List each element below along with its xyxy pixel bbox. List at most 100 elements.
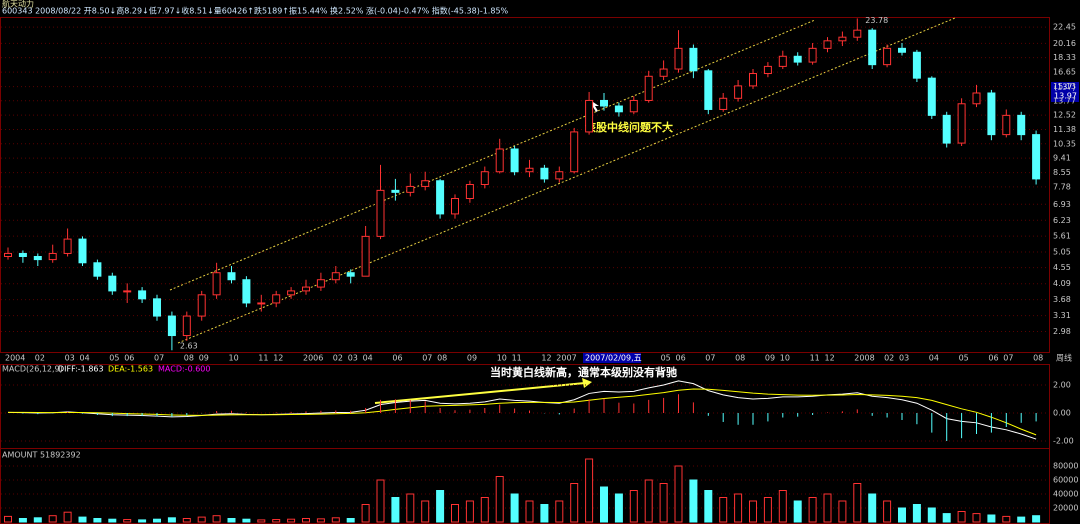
y-tick-label: 16.65 (1053, 68, 1076, 77)
y-tick-label: 15.13 (1053, 82, 1076, 91)
candle-body (33, 255, 42, 261)
candle-body (93, 262, 102, 277)
volume-bar (614, 493, 623, 523)
candle-body (823, 40, 832, 49)
volume-bar (585, 458, 594, 523)
annotation-arrow (374, 382, 586, 404)
candle-body (18, 252, 27, 257)
candle-body (898, 47, 906, 53)
volume-bar (242, 518, 251, 523)
candle-body (465, 184, 474, 199)
x-tick-label: 08 (735, 354, 745, 363)
volume-bar (123, 519, 132, 523)
candle-body (644, 75, 653, 101)
volume-bar (778, 490, 787, 523)
volume-bar (78, 516, 87, 523)
x-tick-label: 09 (765, 354, 775, 363)
cursor-date: 2007/02/09,五 (585, 354, 642, 363)
candle-body (331, 272, 340, 281)
candle-body (763, 65, 772, 75)
volume-bar (182, 518, 191, 523)
x-tick-label: 09 (199, 354, 209, 363)
volume-bar (495, 476, 504, 523)
volume-bar (987, 514, 996, 523)
x-tick-label: 03 (65, 354, 75, 363)
y-tick-label: 2.98 (1053, 327, 1071, 336)
candle-body (197, 294, 206, 317)
volume-bar (227, 518, 236, 523)
volume-bar (659, 483, 668, 523)
volume-bar (391, 497, 400, 523)
x-tick-label: 07 (422, 354, 432, 363)
y-tick-label: 20.16 (1053, 39, 1076, 48)
y-tick-label: 3.68 (1053, 295, 1071, 304)
volume-bar (33, 517, 42, 523)
cursor-price: 13.97 (1054, 92, 1077, 101)
candle-body (376, 189, 385, 237)
x-tick-label: 12 (825, 354, 835, 363)
y-tick-label: 6.93 (1053, 200, 1071, 209)
volume-bar (749, 500, 757, 523)
candle-body (510, 148, 519, 173)
candle-body (778, 55, 787, 67)
volume-bar (763, 497, 772, 523)
y-tick-label: 5.61 (1053, 232, 1071, 241)
candle-body (451, 197, 459, 215)
candle-body (257, 302, 266, 305)
y-tick-label: 20000 (1053, 504, 1078, 513)
volume-bar (436, 490, 445, 523)
volume-bar (734, 493, 743, 523)
x-tick-label: 10 (229, 354, 239, 363)
candle-body (838, 36, 847, 42)
candle-body (570, 131, 579, 173)
candle-body (48, 252, 57, 261)
candle-body (123, 290, 132, 293)
candle-body (659, 68, 668, 77)
y-tick-label: 40000 (1053, 490, 1078, 499)
candle-body (525, 167, 534, 173)
y-tick-label: 0.00 (1053, 409, 1071, 418)
y-tick-label: 6.23 (1053, 216, 1071, 225)
volume-bar (838, 500, 847, 523)
y-tick-label: -2.00 (1053, 437, 1074, 446)
x-tick-label: 10 (780, 354, 790, 363)
y-tick-label: 60000 (1053, 476, 1078, 485)
candle-body (719, 97, 728, 110)
x-tick-label: 02 (35, 354, 45, 363)
candle-body (704, 70, 713, 110)
candle-body (406, 185, 415, 193)
volume-bar (689, 479, 698, 523)
x-tick-label: 03 (348, 354, 358, 363)
volume-bar (4, 515, 12, 523)
x-tick-label: 06 (988, 354, 998, 363)
candle-body (614, 105, 623, 113)
x-tick-label: 06 (676, 354, 686, 363)
candle-body (808, 47, 817, 63)
candle-body (674, 47, 683, 70)
price-pane (0, 17, 1050, 353)
volume-bar (153, 518, 161, 523)
volume-bar (957, 511, 966, 523)
x-tick-label: 11 (512, 354, 522, 363)
candle-body (361, 235, 370, 277)
volume-bar (212, 515, 221, 523)
legend-entry: MACD:-0.600 (158, 365, 210, 374)
y-tick-label: 8.55 (1053, 168, 1071, 177)
candle-body (153, 298, 161, 317)
macd-title: MACD(26,12,9) (2, 365, 63, 374)
y-tick-label: 12.52 (1053, 111, 1076, 120)
y-tick-label: 7.78 (1053, 182, 1071, 191)
x-tick-label: 11 (810, 354, 820, 363)
x-tick-label: 11 (258, 354, 268, 363)
stock-name: 航天动力 (2, 0, 34, 9)
volume-bar (316, 518, 325, 523)
candle-body (272, 294, 281, 304)
volume-bar (480, 497, 489, 523)
volume-bar (346, 518, 355, 523)
x-tick-label: 05 (109, 354, 119, 363)
volume-bar (1017, 516, 1026, 523)
candle-body (600, 99, 608, 107)
candle-body (1002, 114, 1011, 136)
volume-bar (912, 504, 921, 523)
volume-bar (302, 518, 310, 523)
